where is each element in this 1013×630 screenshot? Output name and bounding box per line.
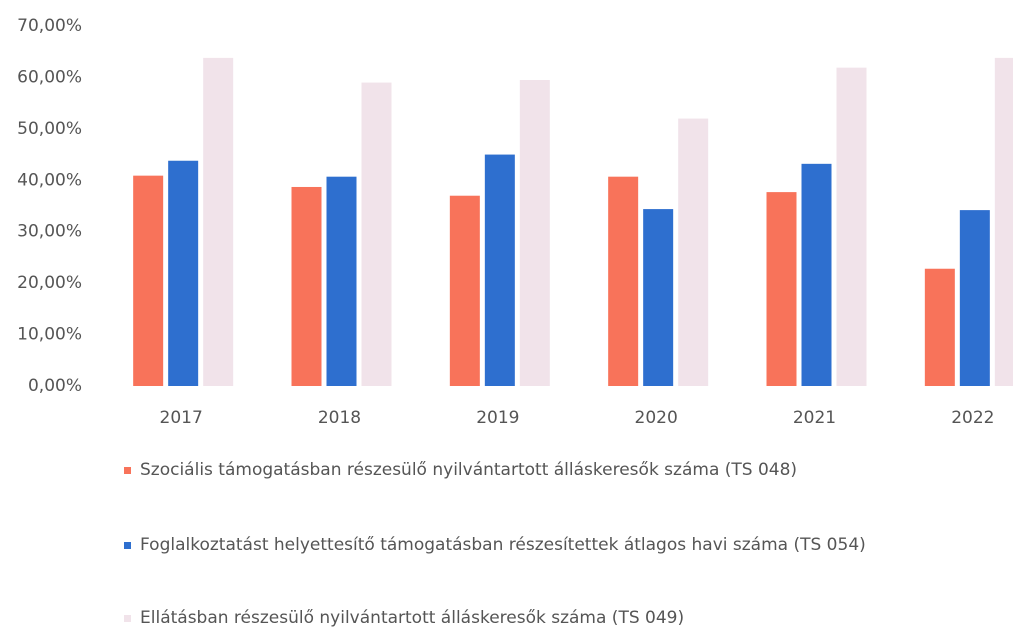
- x-tick-label: 2022: [951, 408, 994, 428]
- bar: [836, 67, 867, 387]
- x-tick-label: 2020: [635, 408, 678, 428]
- bar: [361, 82, 392, 387]
- bar: [766, 192, 797, 386]
- bar: [326, 176, 357, 386]
- bar: [959, 210, 990, 386]
- bar: [924, 268, 955, 386]
- bar: [519, 80, 550, 386]
- x-tick-label: 2017: [160, 408, 203, 428]
- y-tick-label: 20,00%: [17, 273, 82, 293]
- y-tick-label: 70,00%: [17, 16, 82, 36]
- legend-swatch: [124, 615, 131, 622]
- bar: [203, 57, 234, 387]
- y-tick-label: 40,00%: [17, 170, 82, 190]
- legend-label: Ellátásban részesülő nyilvántartott állá…: [140, 608, 685, 628]
- bar: [449, 195, 480, 386]
- bar: [133, 175, 164, 386]
- x-tick-label: 2018: [318, 408, 361, 428]
- bar: [484, 154, 515, 386]
- bar: [994, 57, 1013, 387]
- y-tick-label: 50,00%: [17, 119, 82, 139]
- y-tick-label: 10,00%: [17, 325, 82, 345]
- bar: [608, 176, 639, 386]
- bar: [291, 186, 322, 386]
- legend-label: Foglalkoztatást helyettesítő támogatásba…: [140, 535, 866, 555]
- x-tick-label: 2021: [793, 408, 836, 428]
- legend-swatch: [124, 467, 131, 474]
- x-tick-label: 2019: [476, 408, 519, 428]
- bar: [678, 118, 709, 387]
- legend-item: Ellátásban részesülő nyilvántartott állá…: [124, 605, 684, 630]
- legend-label: Szociális támogatásban részesülő nyilván…: [140, 460, 798, 480]
- bar: [801, 163, 832, 386]
- bar: [168, 160, 199, 386]
- y-tick-label: 60,00%: [17, 67, 82, 87]
- y-tick-label: 30,00%: [17, 222, 82, 242]
- legend-swatch: [124, 542, 131, 549]
- bar: [643, 209, 674, 386]
- y-tick-label: 0,00%: [28, 376, 82, 396]
- legend-item: Foglalkoztatást helyettesítő támogatásba…: [124, 532, 866, 559]
- legend-item: Szociális támogatásban részesülő nyilván…: [124, 457, 797, 484]
